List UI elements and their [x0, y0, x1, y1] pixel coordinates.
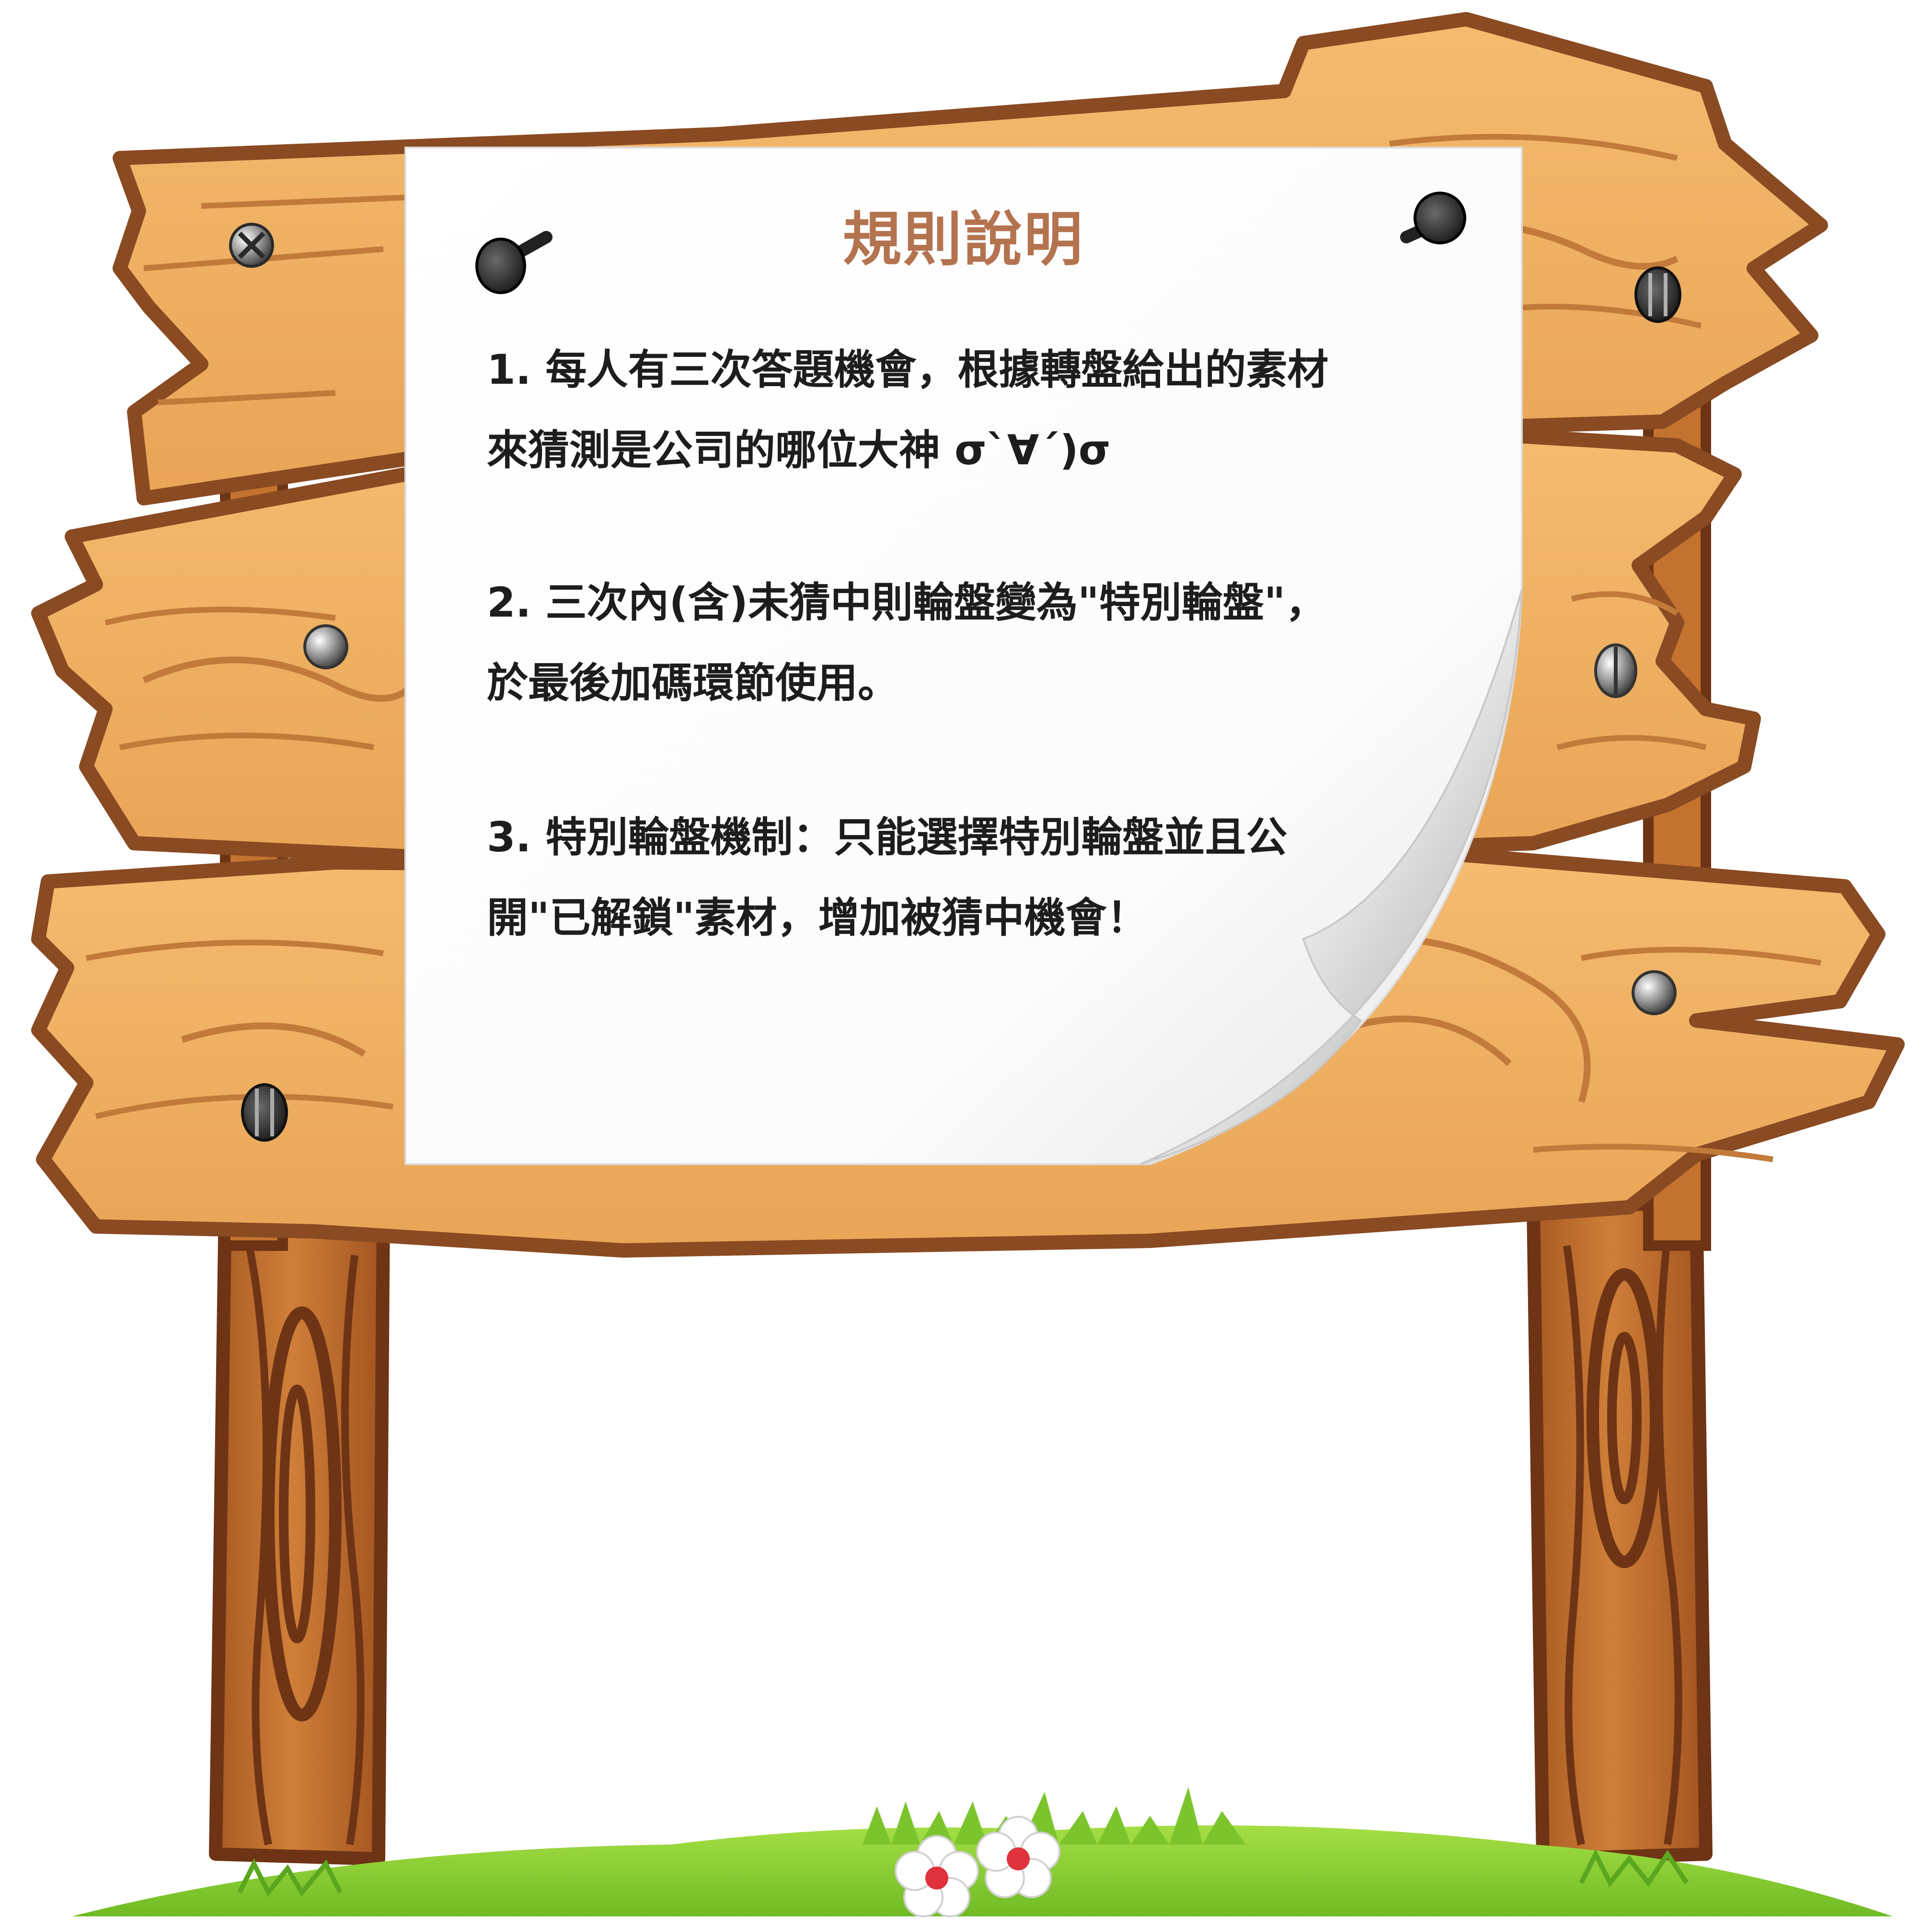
rule-3-line-2: 開"已解鎖"素材，增加被猜中機會！ — [487, 894, 1148, 942]
flower-icon — [976, 1816, 1060, 1898]
round-nail-head-icon — [303, 624, 348, 669]
left-post — [209, 1201, 390, 1866]
rule-3-line-1: 3. 特別輪盤機制：只能選擇特別輪盤並且公 — [487, 814, 1288, 861]
flat-screw-icon — [241, 1083, 288, 1142]
rules-panel: 規則說明 1. 每人有三次答題機會，根據轉盤給出的素材 來猜測是公司的哪位大神 … — [405, 148, 1522, 1164]
push-pin-icon — [475, 231, 552, 294]
grass-ground — [72, 1787, 1893, 1916]
flat-screw-icon — [1634, 266, 1681, 323]
rules-title: 規則說明 — [843, 206, 1084, 274]
rule-1-line-2: 來猜測是公司的哪位大神 σ`∀´)σ — [487, 426, 1111, 474]
rule-2-line-2: 於最後加碼環節使用。 — [487, 659, 899, 707]
paper-notice — [404, 147, 1523, 1165]
push-pin-icon — [1400, 192, 1466, 244]
right-post — [1527, 1196, 1713, 1866]
rule-2-line-1: 2. 三次內(含)未猜中則輪盤變為"特別輪盤"， — [487, 579, 1327, 627]
flower-icon — [895, 1835, 979, 1917]
rule-1-line-1: 1. 每人有三次答題機會，根據轉盤給出的素材 — [487, 346, 1329, 394]
phillips-screw-icon — [229, 223, 274, 268]
flat-screw-icon — [1594, 643, 1637, 698]
round-nail-head-icon — [1632, 970, 1677, 1015]
